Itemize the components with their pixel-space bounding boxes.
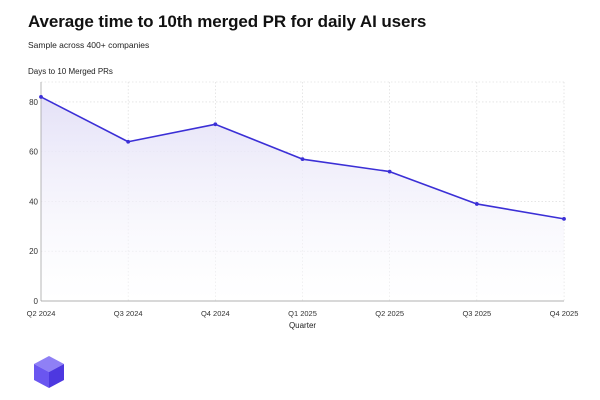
- x-tick-label: Q3 2025: [462, 309, 491, 318]
- y-tick-label: 80: [29, 98, 38, 107]
- x-tick-label: Q2 2024: [27, 309, 56, 318]
- cube-icon: [34, 356, 64, 388]
- data-point: [474, 202, 479, 206]
- chart-subtitle: Sample across 400+ companies: [28, 40, 150, 50]
- y-tick-label: 60: [29, 148, 38, 157]
- data-point: [387, 169, 392, 174]
- data-point: [562, 216, 566, 221]
- data-point: [39, 95, 43, 99]
- x-tick-label: Q2 2025: [375, 309, 404, 318]
- cube-left-face: [34, 364, 49, 388]
- area-fill: [41, 96, 564, 301]
- data-point: [126, 139, 131, 144]
- data-point: [213, 122, 218, 127]
- x-tick-label: Q4 2025: [550, 309, 579, 318]
- x-tick-label: Q3 2024: [114, 309, 143, 318]
- cube-right-face: [49, 364, 64, 388]
- x-tick-label: Q1 2025: [288, 309, 317, 318]
- y-tick-label: 20: [29, 247, 38, 256]
- y-tick-label: 40: [29, 197, 38, 206]
- chart-title: Average time to 10th merged PR for daily…: [28, 12, 427, 31]
- data-point: [300, 157, 305, 162]
- x-axis-label: Quarter: [289, 321, 316, 330]
- y-tick-label: 0: [34, 297, 39, 306]
- x-tick-label: Q4 2024: [201, 309, 230, 318]
- y-axis-label: Days to 10 Merged PRs: [28, 67, 113, 76]
